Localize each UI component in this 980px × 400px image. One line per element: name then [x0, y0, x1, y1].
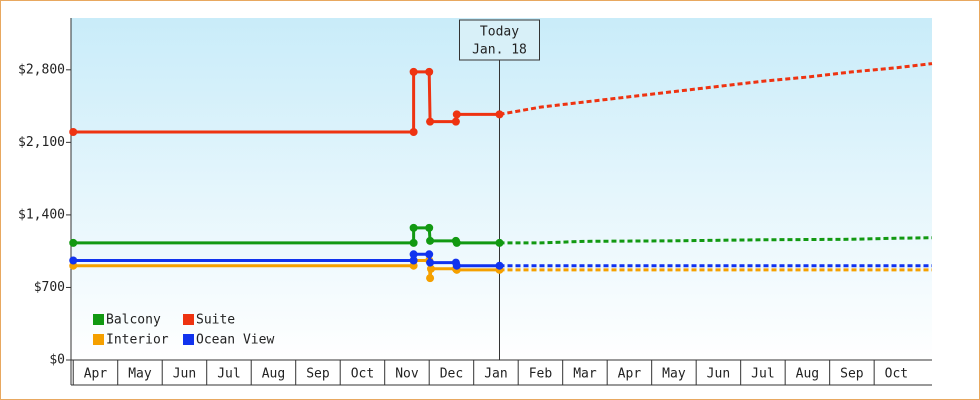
price-point — [452, 238, 461, 247]
x-tick-label: Aug — [796, 367, 819, 382]
price-point — [426, 264, 435, 273]
price-point — [409, 67, 418, 76]
y-tick-label: $0 — [49, 353, 65, 368]
legend-label: Balcony — [106, 313, 161, 328]
x-tick-label: May — [662, 367, 686, 382]
price-point — [69, 238, 78, 247]
price-point — [425, 67, 434, 76]
x-tick-label: Jul — [217, 367, 240, 382]
price-point — [452, 110, 461, 119]
x-tick-label: Nov — [395, 367, 419, 382]
legend-label: Interior — [106, 333, 169, 348]
price-point — [69, 128, 78, 136]
price-point — [69, 256, 78, 265]
x-tick-label: Sep — [306, 367, 330, 382]
price-point — [452, 261, 461, 270]
price-point — [409, 128, 418, 136]
y-tick-label: $1,400 — [18, 207, 65, 222]
legend-swatch — [93, 314, 104, 325]
x-tick-label: Aug — [262, 367, 285, 382]
price-point — [495, 110, 504, 119]
y-tick-label: $700 — [34, 280, 65, 295]
today-label: Jan. 18 — [472, 43, 527, 58]
x-tick-label: Dec — [440, 367, 463, 382]
legend-label: Suite — [196, 313, 235, 328]
plot-area — [71, 18, 932, 360]
price-point — [409, 256, 418, 265]
x-tick-label: Apr — [618, 367, 642, 382]
y-tick-label: $2,800 — [18, 62, 65, 77]
x-tick-label: Oct — [351, 367, 374, 382]
x-tick-label: Jun — [707, 367, 730, 382]
projection-line — [499, 62, 933, 116]
price-point — [426, 274, 435, 283]
projection-line — [499, 236, 933, 245]
price-point — [409, 223, 418, 232]
x-tick-label: Feb — [529, 367, 553, 382]
price-point — [425, 223, 434, 232]
price-point — [495, 238, 504, 247]
price-point — [451, 117, 460, 126]
y-tick-label: $2,100 — [18, 135, 65, 150]
x-tick-label: Sep — [840, 367, 864, 382]
x-tick-label: Oct — [885, 367, 908, 382]
price-point — [425, 250, 434, 259]
x-tick-label: May — [128, 367, 152, 382]
x-tick-label: Apr — [84, 367, 108, 382]
x-tick-label: Jun — [173, 367, 196, 382]
legend-swatch — [183, 334, 194, 345]
legend-swatch — [93, 334, 104, 345]
price-point — [495, 261, 504, 270]
today-label: Today — [480, 25, 519, 40]
legend-swatch — [183, 314, 194, 325]
price-point — [426, 117, 435, 126]
x-tick-label: Jan — [484, 367, 507, 382]
price-point — [426, 258, 435, 267]
today-box — [458, 19, 540, 61]
price-point — [426, 236, 435, 245]
price-point — [409, 250, 418, 259]
x-tick-label: Mar — [573, 367, 597, 382]
legend-label: Ocean View — [196, 333, 274, 348]
price-point — [409, 238, 418, 247]
x-tick-label: Jul — [751, 367, 774, 382]
